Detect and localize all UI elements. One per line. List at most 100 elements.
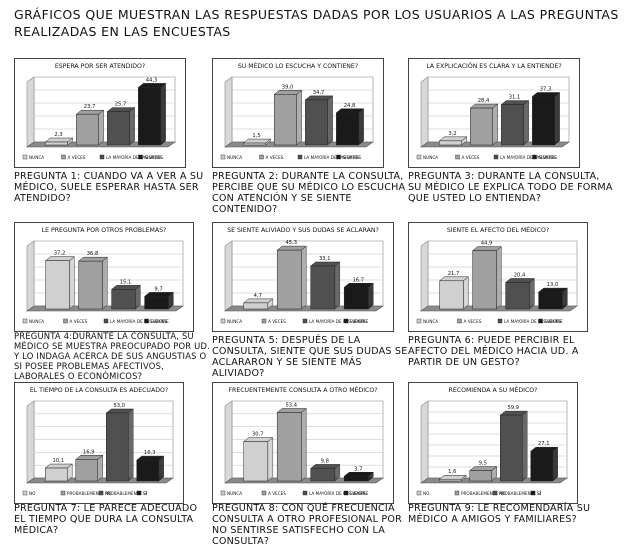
- bar-4: [530, 446, 559, 482]
- bar-2: [273, 89, 303, 146]
- legend-swatch: [532, 154, 537, 160]
- chart-title: SIENTE EL AFECTO DEL MÉDICO?: [447, 225, 549, 234]
- bar-2: [276, 245, 308, 310]
- question-text: PREGUNTA 1: CUANDO VA A VER A SU MÉDICO,…: [14, 171, 204, 204]
- chart-frame: ESPERA POR SER ATENDIDO? 2,3 23,7 25,7 44,3 N…: [14, 58, 186, 168]
- legend-swatch: [416, 318, 422, 324]
- legend-swatch: [497, 318, 503, 324]
- chart-title: FRECUENTEMENTE CONSULTA A OTRO MÉDICO?: [228, 385, 377, 394]
- bar-3: [500, 100, 530, 146]
- page-title: GRÁFICOS QUE MUESTRAN LAS RESPUESTAS DAD…: [14, 7, 619, 39]
- bar-2: [75, 109, 105, 146]
- legend-label: LA MAYORÍA DE LAS VECES: [504, 319, 561, 324]
- chart-frame: LE PREGUNTA POR OTROS PROBLEMAS? 37,2 36,8…: [14, 222, 194, 332]
- legend-swatch: [99, 154, 105, 160]
- legend-label: LA MAYORÍA DE LAS VECES: [106, 155, 163, 160]
- bar-chart-9: RECOMIENDA A SU MÉDICO? 1,6 9,5 59,9 27,1 NO P…: [416, 385, 568, 496]
- legend-label: A VECES: [266, 155, 284, 160]
- chart-title: SU MÉDICO LO ESCUCHA Y CONTIENE?: [238, 61, 358, 70]
- legend-label: LA MAYORÍA DE LAS VECES: [309, 491, 366, 496]
- data-label: 2,3: [54, 132, 62, 138]
- data-label: 59,9: [507, 405, 519, 411]
- data-label: 3,7: [354, 466, 362, 472]
- legend-swatch: [416, 490, 422, 496]
- bar-3: [309, 261, 341, 310]
- legend-label: SIEMPRE: [151, 319, 170, 324]
- bar-3: [110, 284, 142, 310]
- bar-3: [304, 95, 334, 146]
- data-label: 9,8: [321, 458, 329, 464]
- data-label: 39,0: [282, 84, 294, 90]
- data-label: 37,3: [540, 87, 552, 93]
- data-label: 9,5: [479, 461, 487, 467]
- bar-1: [44, 256, 76, 310]
- legend-swatch: [493, 154, 499, 160]
- legend-label: NUNCA: [227, 155, 242, 160]
- bar-2: [469, 466, 498, 482]
- question-text: PREGUNTA 5: DESPUÉS DE LA CONSULTA, SIEN…: [212, 335, 408, 379]
- legend-label: PROBABLEMENTE SÍ: [105, 491, 148, 496]
- legend-swatch: [343, 490, 349, 496]
- legend-swatch: [457, 318, 462, 324]
- legend-swatch: [343, 318, 349, 324]
- chart-frame: LA EXPLICACIÓN ES CLARA Y LA ENTIENDE? 3,…: [408, 58, 580, 168]
- data-label: 3,2: [448, 131, 456, 137]
- bar-2: [469, 103, 499, 146]
- data-label: 9,7: [154, 286, 162, 292]
- data-label: 37,2: [54, 251, 66, 257]
- legend-label: SÍ: [537, 491, 542, 496]
- legend-swatch: [138, 154, 143, 160]
- bar-chart-2: SU MÉDICO LO ESCUCHA Y CONTIENE? 1,5 39,0 3…: [220, 61, 374, 160]
- bar-4: [531, 91, 561, 146]
- bar-1: [438, 136, 468, 146]
- legend-swatch: [220, 318, 226, 324]
- data-label: 24,8: [344, 103, 356, 109]
- legend-label: SIEMPRE: [343, 155, 362, 160]
- bar-chart-3: LA EXPLICACIÓN ES CLARA Y LA ENTIENDE? 3,…: [416, 61, 570, 160]
- question-text: PREGUNTA 6: PUEDE PERCIBIR EL AFECTO DEL…: [408, 335, 579, 368]
- data-label: 30,7: [252, 432, 264, 438]
- legend-label: SIEMPRE: [145, 155, 164, 160]
- question-text: PREGUNTA 9: LE RECOMENDARÍA SU MÉDICO A …: [408, 503, 591, 525]
- data-label: 53,0: [113, 403, 125, 409]
- legend-swatch: [144, 318, 149, 324]
- bar-4: [136, 455, 165, 482]
- legend-label: NO: [29, 491, 36, 496]
- legend-swatch: [22, 490, 28, 496]
- legend-swatch: [22, 154, 28, 160]
- legend-label: NUNCA: [423, 155, 438, 160]
- data-label: 27,1: [538, 441, 550, 447]
- bar-2: [77, 256, 109, 310]
- legend-swatch: [455, 154, 460, 160]
- bar-3: [309, 463, 341, 482]
- data-label: 15,1: [120, 279, 132, 285]
- bar-4: [343, 471, 375, 482]
- legend-swatch: [103, 318, 109, 324]
- legend-label: SÍ: [143, 491, 148, 496]
- bar-chart-6: SIENTE EL AFECTO DEL MÉDICO? 21,7 44,9 20,4…: [416, 225, 578, 324]
- legend-swatch: [63, 318, 68, 324]
- legend-label: SIEMPRE: [545, 319, 564, 324]
- legend-swatch: [22, 318, 28, 324]
- legend-label: A VECES: [462, 155, 480, 160]
- data-label: 1,5: [252, 133, 260, 139]
- bar-1: [242, 138, 272, 146]
- bar-4: [343, 282, 375, 310]
- legend-label: LA MAYORÍA DE LAS VECES: [500, 155, 557, 160]
- legend-label: A VECES: [70, 319, 88, 324]
- question-text: PREGUNTA 7: LE PARECE ADECUADO EL TIEMPO…: [14, 503, 198, 536]
- data-label: 25,7: [115, 102, 127, 108]
- question-text: PREGUNTA 8: CON QUÉ FRECUENCIA CONSULTA …: [212, 503, 402, 547]
- legend-swatch: [261, 318, 267, 324]
- chart-frame: EL TIEMPO DE LA CONSULTA ES ADECUADO? 10,…: [14, 382, 184, 504]
- data-label: 31,1: [509, 95, 521, 101]
- legend-label: A VECES: [464, 319, 482, 324]
- chart-title: EL TIEMPO DE LA CONSULTA ES ADECUADO?: [30, 387, 168, 394]
- bar-3: [504, 277, 536, 310]
- legend-swatch: [454, 490, 460, 496]
- legend-label: NUNCA: [227, 319, 242, 324]
- legend-swatch: [60, 490, 66, 496]
- legend-label: NUNCA: [29, 319, 44, 324]
- legend-swatch: [98, 490, 104, 496]
- legend-swatch: [259, 154, 264, 160]
